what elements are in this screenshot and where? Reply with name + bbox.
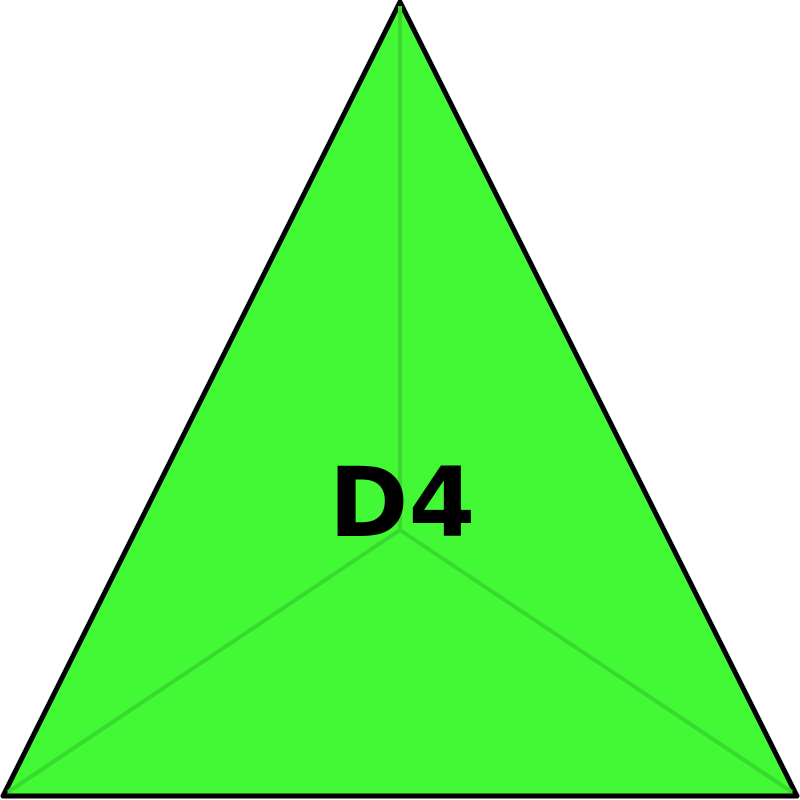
die-label: D4	[329, 447, 475, 559]
inner-edge-right	[398, 528, 794, 794]
inner-edge-left	[6, 528, 402, 794]
